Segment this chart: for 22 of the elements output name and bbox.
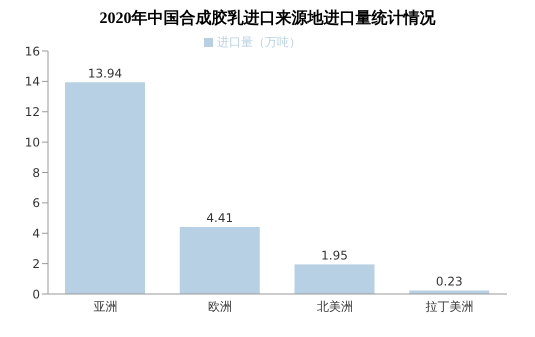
chart-title: 2020年中国合成胶乳进口来源地进口量统计情况 [98, 8, 436, 29]
data-label: 0.23 [436, 274, 463, 289]
x-tick-label: 欧洲 [208, 300, 232, 314]
data-label: 1.95 [321, 248, 348, 262]
x-tick-label: 北美洲 [316, 300, 353, 314]
y-tick-label: 10 [24, 135, 40, 150]
y-tick-label: 16 [24, 44, 40, 58]
y-tick-label: 12 [24, 105, 40, 120]
y-tick-label: 2 [32, 256, 40, 271]
y-tick-label: 0 [32, 287, 40, 302]
bar [65, 82, 145, 294]
y-tick-label: 6 [32, 196, 40, 210]
data-label: 13.94 [88, 66, 122, 80]
y-tick-label: 4 [32, 226, 40, 241]
legend-label: 进口量（万吨） [217, 35, 301, 49]
x-tick-label: 亚洲 [93, 300, 118, 314]
data-label: 4.41 [206, 211, 234, 226]
x-tick-label: 拉丁美洲 [426, 300, 474, 314]
bar [180, 227, 260, 294]
y-tick-label: 14 [24, 74, 40, 89]
bar [294, 264, 374, 294]
y-tick-label: 8 [32, 166, 40, 180]
